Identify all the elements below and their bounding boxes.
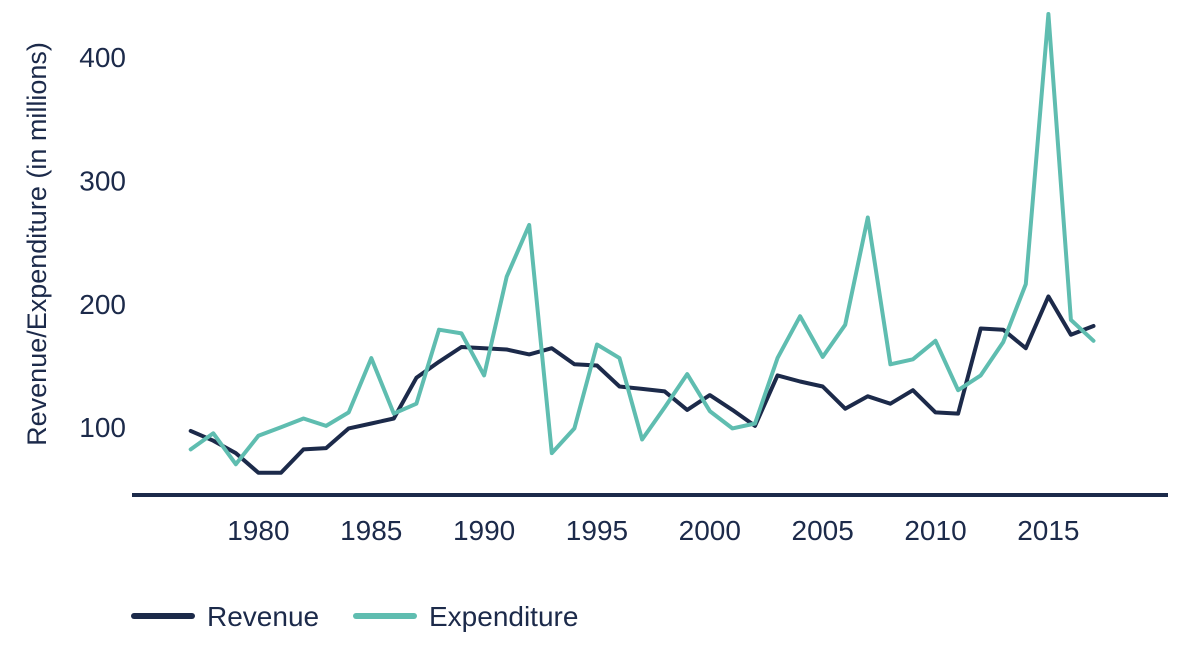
y-tick-label: 300 [79, 166, 126, 197]
y-tick-label: 400 [79, 42, 126, 73]
y-tick-label: 200 [79, 289, 126, 320]
x-tick-label: 1995 [566, 515, 628, 546]
y-axis-ticks: 100 200 300 400 [79, 42, 126, 443]
series-lines [188, 12, 1096, 475]
x-tick-label: 2015 [1017, 515, 1079, 546]
y-tick-label: 100 [79, 412, 126, 443]
x-tick-label: 1985 [340, 515, 402, 546]
x-tick-label: 2005 [792, 515, 854, 546]
x-axis-ticks: 1980 1985 1990 1995 2000 2005 2010 2015 [227, 515, 1079, 546]
legend-item-expenditure: Expenditure [353, 601, 578, 632]
legend-label: Revenue [207, 601, 319, 632]
x-tick-label: 2010 [904, 515, 966, 546]
x-tick-label: 2000 [679, 515, 741, 546]
series-line-expenditure [188, 12, 1096, 467]
y-axis-title: Revenue/Expenditure (in millions) [22, 42, 52, 446]
legend-item-revenue: Revenue [131, 601, 319, 632]
series-line-revenue [188, 294, 1096, 475]
legend: Revenue Expenditure [131, 601, 578, 632]
x-tick-label: 1990 [453, 515, 515, 546]
x-tick-label: 1980 [227, 515, 289, 546]
legend-label: Expenditure [429, 601, 578, 632]
